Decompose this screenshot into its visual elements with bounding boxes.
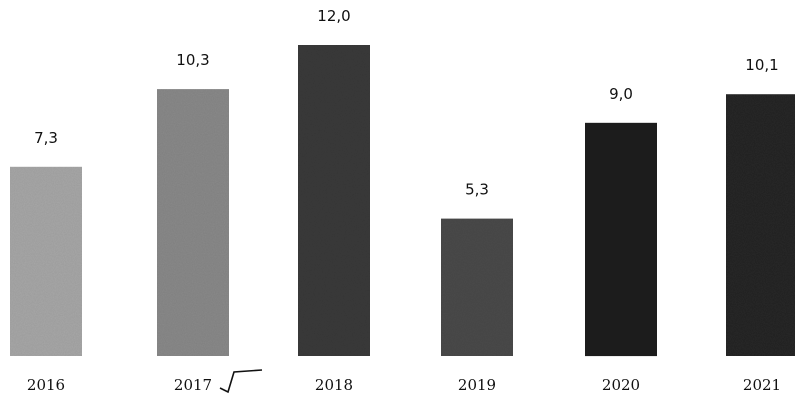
data-label-2017: 10,3 bbox=[176, 51, 209, 69]
bar-2017 bbox=[157, 89, 229, 356]
data-label-2021: 10,1 bbox=[745, 56, 778, 74]
bars-group bbox=[10, 45, 795, 357]
data-label-2019: 5,3 bbox=[465, 181, 489, 199]
tick-label-2018: 2018 bbox=[315, 376, 353, 394]
data-label-2020: 9,0 bbox=[609, 85, 633, 103]
bar-2019 bbox=[441, 218, 513, 356]
bar-2016 bbox=[10, 166, 82, 356]
bar-2020 bbox=[585, 122, 657, 357]
bar-2021 bbox=[726, 94, 795, 356]
data-label-2018: 12,0 bbox=[317, 7, 350, 25]
pen-mark bbox=[219, 369, 263, 394]
tick-label-2016: 2016 bbox=[27, 376, 65, 394]
value-labels-group: 7,3 10,3 12,0 5,3 9,0 10,1 bbox=[34, 7, 779, 199]
bar-2018 bbox=[298, 45, 370, 356]
data-label-2016: 7,3 bbox=[34, 129, 58, 147]
tick-label-2020: 2020 bbox=[602, 376, 640, 394]
tick-label-2019: 2019 bbox=[458, 376, 496, 394]
category-labels-group: 2016 2017 2018 2019 2020 2021 bbox=[27, 376, 781, 394]
tick-label-2017: 2017 bbox=[174, 376, 212, 394]
tick-label-2021: 2021 bbox=[743, 376, 781, 394]
